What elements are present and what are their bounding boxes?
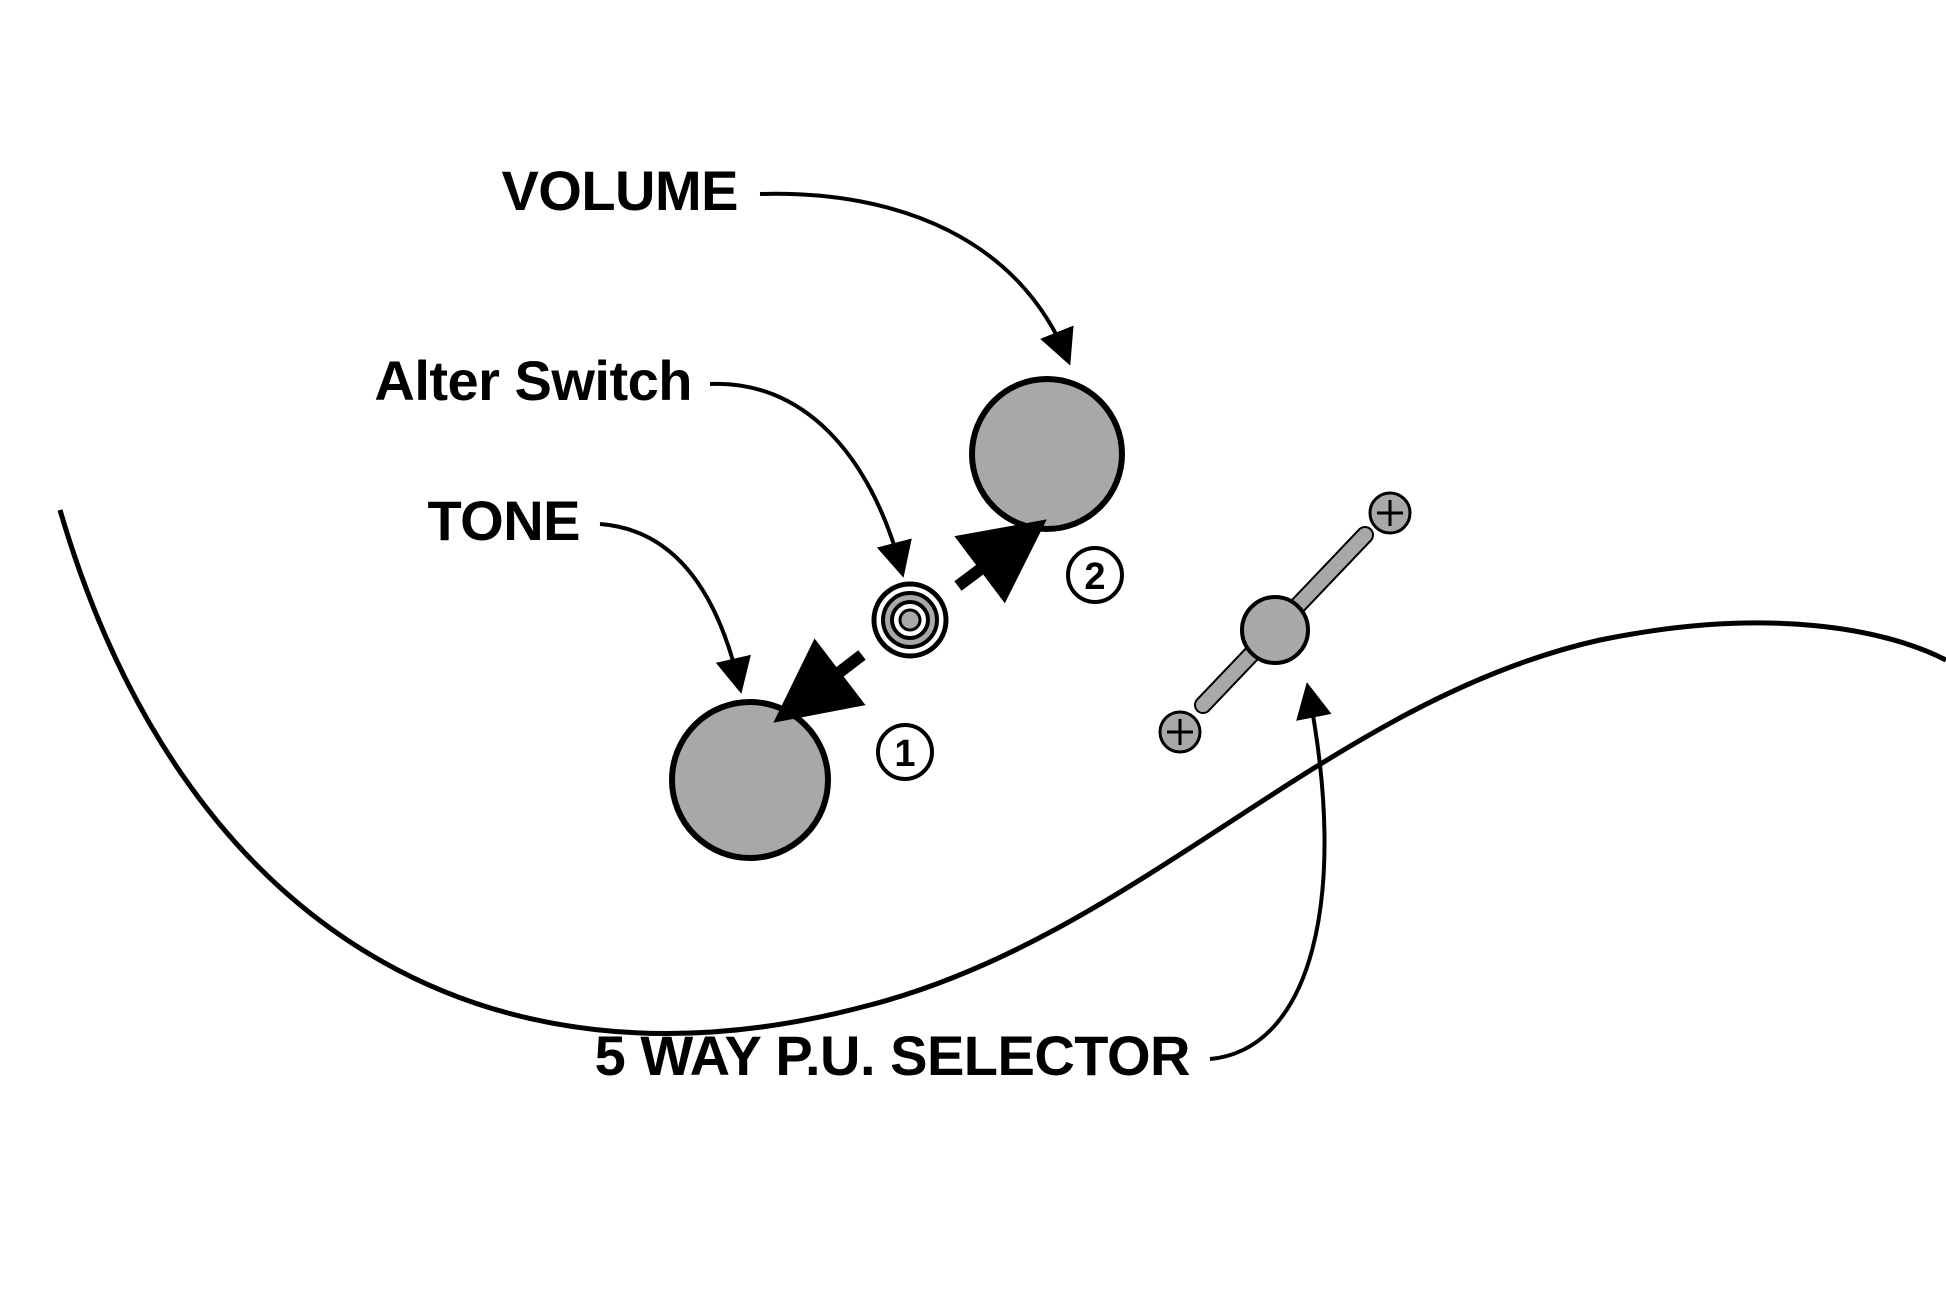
position-marker-1: 1	[878, 725, 932, 779]
volume-knob	[972, 379, 1122, 529]
alter-arrow-to-volume	[958, 532, 1030, 586]
svg-text:1: 1	[894, 733, 915, 775]
leader-selector	[1210, 688, 1325, 1059]
label-volume: VOLUME	[501, 159, 738, 222]
alter-switch	[874, 584, 946, 656]
alter-arrow-to-tone	[790, 655, 862, 710]
selector-knob	[1242, 597, 1308, 663]
leader-tone	[600, 524, 740, 688]
position-marker-2: 2	[1068, 548, 1122, 602]
label-alter-switch: Alter Switch	[374, 349, 692, 412]
leader-alter-switch	[710, 384, 902, 572]
pickup-selector	[1160, 493, 1410, 752]
body-outline	[60, 510, 1946, 1033]
tone-knob	[672, 702, 828, 858]
label-tone: TONE	[427, 489, 580, 552]
selector-screw-top	[1370, 493, 1410, 533]
selector-screw-bottom	[1160, 712, 1200, 752]
guitar-controls-diagram: 1 2 VOLUME Alter Switch TONE 5 WAY P.U. …	[0, 0, 1946, 1314]
leader-volume	[760, 194, 1068, 360]
svg-text:2: 2	[1084, 556, 1105, 598]
label-selector: 5 WAY P.U. SELECTOR	[595, 1024, 1190, 1087]
